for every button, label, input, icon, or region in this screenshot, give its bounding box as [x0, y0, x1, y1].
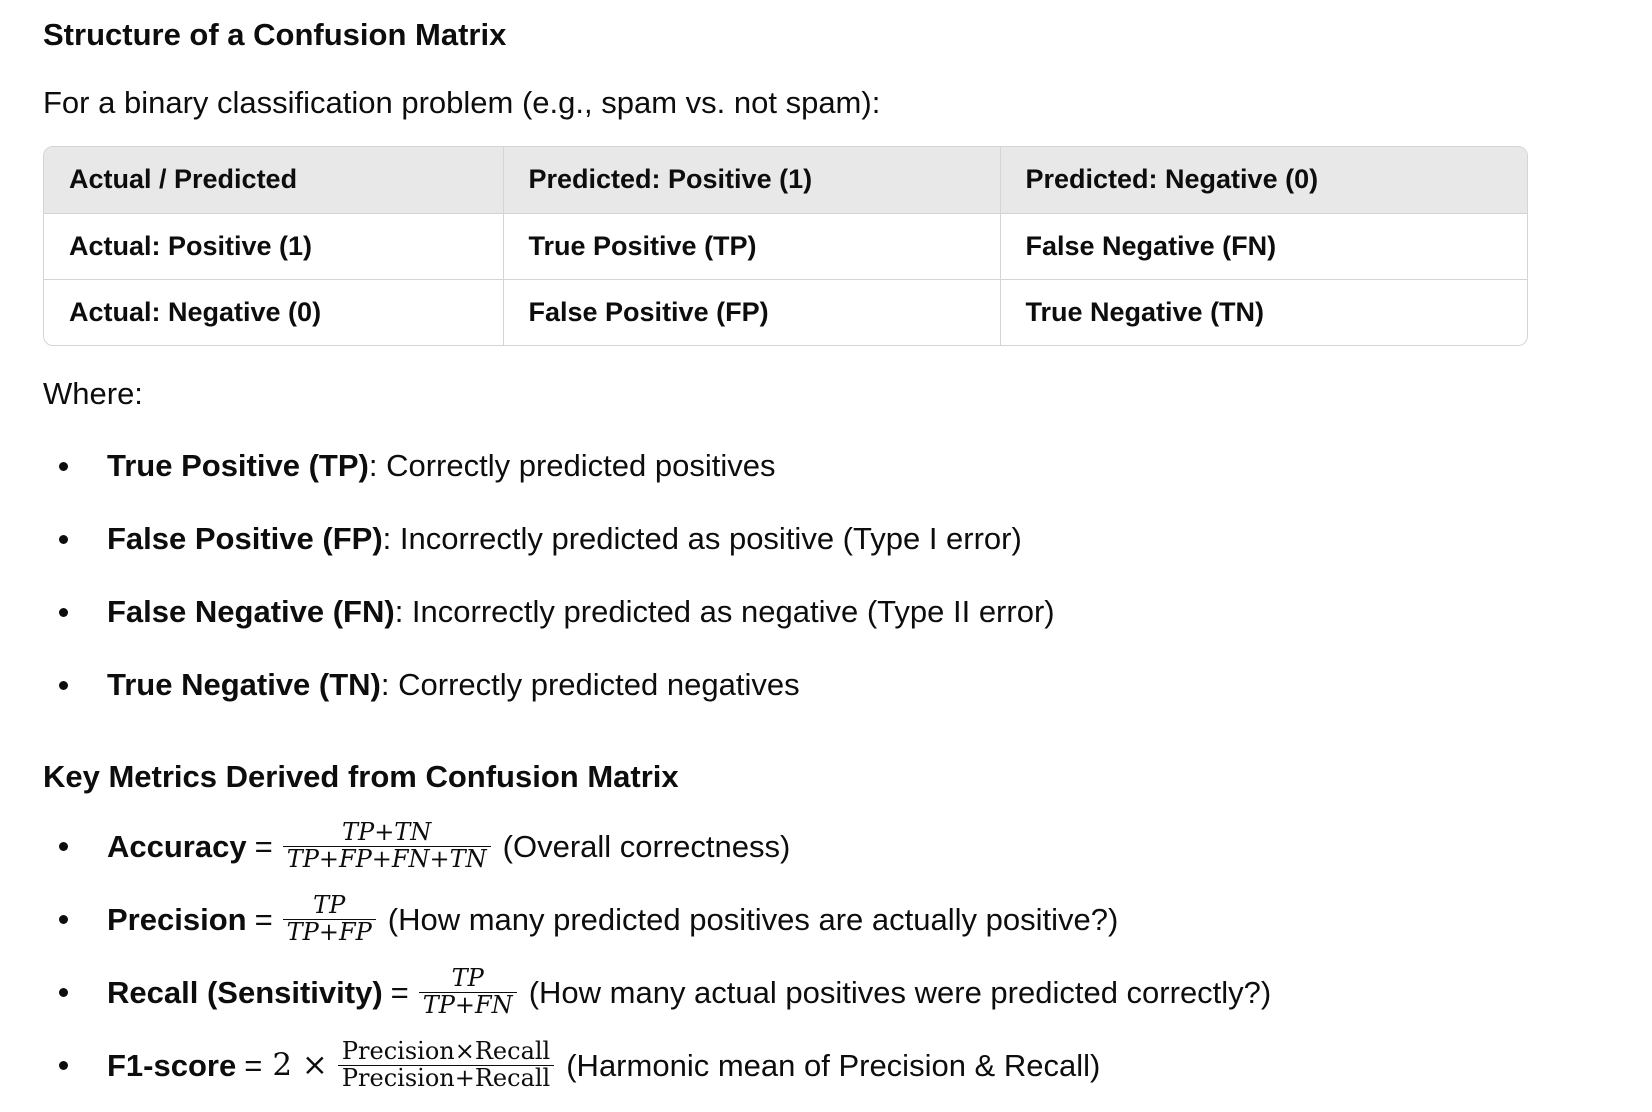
table-cell: True Negative (TN): [1025, 296, 1265, 327]
definition-desc: : Incorrectly predicted as positive (Typ…: [382, 521, 1022, 556]
formula-denominator: Precision+Recall: [337, 1064, 555, 1091]
list-item: True Positive (TP): Correctly predicted …: [43, 450, 1603, 481]
formula-factor: 2 ×: [272, 1046, 328, 1083]
metric-item-precision: Precision = TP TP+FP (How many predicted…: [43, 893, 1603, 945]
definition-term: True Positive (TP): [107, 448, 369, 483]
bullet-icon: [59, 988, 68, 997]
table-cell: False Positive (FP): [503, 279, 1001, 345]
bullet-icon: [59, 915, 68, 924]
equals-sign: =: [254, 901, 273, 937]
intro-text: For a binary classification problem (e.g…: [43, 85, 881, 120]
bullet-icon: [59, 534, 68, 544]
definition-term: False Negative (FN): [107, 594, 395, 629]
equals-sign: =: [254, 828, 273, 864]
table-row: Actual: Negative (0) False Positive (FP)…: [44, 279, 1527, 345]
metric-item-accuracy: Accuracy = TP+TN TP+FP+FN+TN (Overall co…: [43, 820, 1603, 872]
definition-term: True Negative (TN): [107, 667, 381, 702]
section-heading-metrics: Key Metrics Derived from Confusion Matri…: [43, 759, 679, 794]
formula-denominator: TP+FP: [282, 918, 376, 945]
table-header-cell: Actual / Predicted: [44, 147, 504, 214]
metric-formula: Precision×Recall Precision+Recall: [337, 1037, 555, 1091]
table-cell: Actual: Positive (1): [44, 213, 504, 280]
section-heading-structure: Structure of a Confusion Matrix: [43, 17, 507, 52]
bullet-icon: [59, 1061, 68, 1070]
metric-formula: TP TP+FN: [418, 964, 517, 1018]
definitions-list: True Positive (TP): Correctly predicted …: [43, 450, 1603, 742]
formula-denominator: TP+FN: [418, 991, 517, 1018]
table-header-cell: Predicted: Positive (1): [503, 147, 1001, 214]
definition-desc: : Correctly predicted negatives: [380, 667, 800, 702]
metric-note: (Overall correctness): [502, 828, 791, 864]
definition-desc: : Incorrectly predicted as negative (Typ…: [394, 594, 1055, 629]
metric-formula: TP+TN TP+FP+FN+TN: [282, 818, 491, 872]
metric-name: Precision: [107, 901, 247, 937]
confusion-matrix-table: Actual / Predicted Predicted: Positive (…: [43, 146, 1528, 346]
metric-note: (How many predicted positives are actual…: [387, 901, 1119, 937]
where-label: Where:: [43, 376, 143, 411]
bullet-icon: [59, 461, 68, 471]
metric-item-recall: Recall (Sensitivity) = TP TP+FN (How man…: [43, 966, 1603, 1018]
bullet-icon: [59, 680, 68, 690]
table-header-row: Actual / Predicted Predicted: Positive (…: [44, 147, 1527, 214]
table-cell: Actual: Negative (0): [44, 279, 504, 345]
metric-note: (Harmonic mean of Precision & Recall): [566, 1047, 1101, 1083]
formula-numerator: Precision×Recall: [341, 1037, 551, 1066]
formula-numerator: TP: [451, 964, 484, 993]
equals-sign: =: [244, 1047, 263, 1083]
table-row: Actual: Positive (1) True Positive (TP) …: [44, 213, 1527, 280]
metric-name: Recall (Sensitivity): [107, 974, 383, 1010]
bullet-icon: [59, 842, 68, 851]
formula-numerator: TP+TN: [342, 818, 432, 847]
table-header-cell: Predicted: Negative (0): [1000, 147, 1527, 214]
list-item: False Positive (FP): Incorrectly predict…: [43, 523, 1603, 554]
metric-item-f1-score: F1-score = 2 × Precision×Recall Precisio…: [43, 1039, 1603, 1091]
list-item: False Negative (FN): Incorrectly predict…: [43, 596, 1603, 627]
definition-term: False Positive (FP): [107, 521, 383, 556]
metrics-list: Accuracy = TP+TN TP+FP+FN+TN (Overall co…: [43, 820, 1603, 1112]
table-cell: False Negative (FN): [1000, 213, 1527, 280]
metric-note: (How many actual positives were predicte…: [528, 974, 1272, 1010]
metric-formula: TP TP+FP: [282, 891, 376, 945]
list-item: True Negative (TN): Correctly predicted …: [43, 669, 1603, 700]
table-cell: True Positive (TP): [503, 213, 1001, 280]
bullet-icon: [59, 607, 68, 617]
metric-name: F1-score: [107, 1047, 237, 1083]
metric-name: Accuracy: [107, 828, 247, 864]
formula-numerator: TP: [313, 891, 346, 920]
formula-denominator: TP+FP+FN+TN: [282, 845, 491, 872]
equals-sign: =: [390, 974, 409, 1010]
definition-desc: : Correctly predicted positives: [368, 448, 776, 483]
